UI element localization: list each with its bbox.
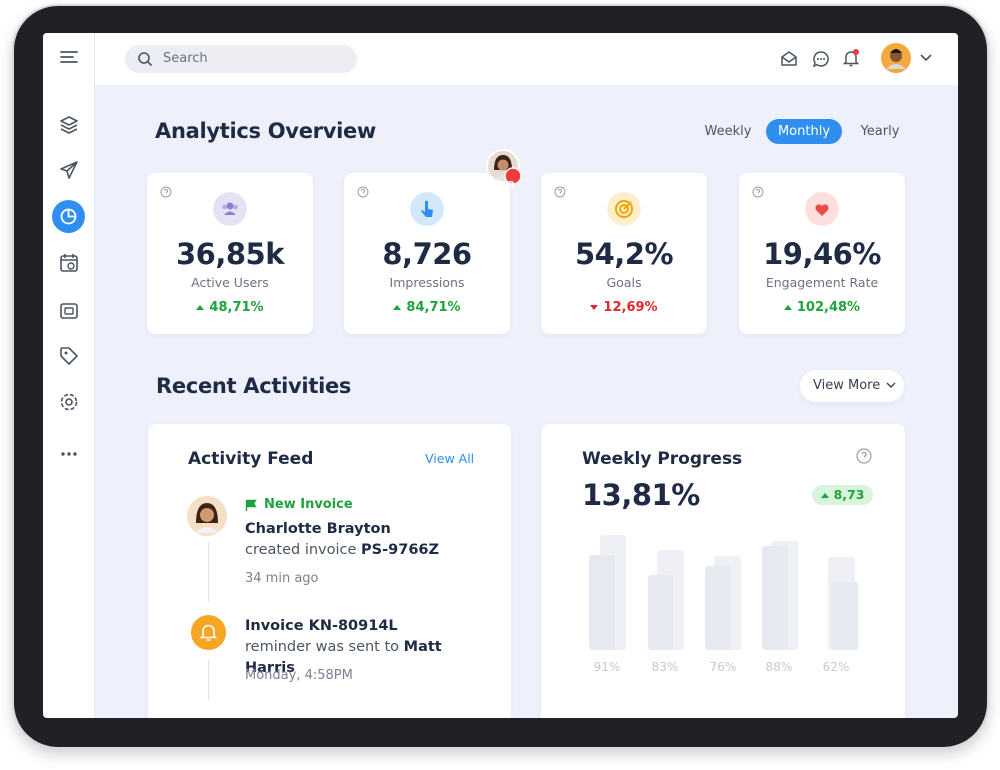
view-more-button[interactable]: View More [800, 370, 904, 402]
feed-tag: New Invoice [264, 497, 353, 512]
help-icon[interactable] [752, 186, 764, 198]
text-run: Matt Harris [245, 639, 442, 676]
search-box[interactable]: Search [125, 45, 357, 73]
change-value: 8,73 [833, 487, 865, 502]
stat-value: 54,2% [574, 237, 674, 271]
change-value: 102,48% [796, 300, 861, 315]
trend-up-icon [196, 305, 205, 310]
bar-label: 83% [651, 660, 679, 674]
stat-label: Impressions [389, 275, 465, 290]
more-icon[interactable] [56, 441, 82, 467]
period-tab[interactable]: Monthly [766, 119, 842, 144]
heart-icon [805, 192, 839, 226]
text-run: created invoice [245, 542, 362, 558]
settings-icon[interactable] [56, 389, 82, 415]
tag-icon[interactable] [56, 343, 82, 369]
stat-label: Engagement Rate [765, 275, 879, 290]
click-icon [410, 192, 444, 226]
stat-card: 54,2% Goals 12,69% [541, 173, 707, 334]
chat-icon[interactable] [811, 49, 831, 69]
avatar-badge: 8 [507, 180, 515, 191]
activity-feed-card: Activity Feed View All New Invoice Charl… [148, 424, 511, 718]
topbar: Search [95, 33, 958, 85]
stat-card: 8,726 Impressions 84,71% [344, 173, 510, 334]
users-icon [213, 192, 247, 226]
bar-label: 62% [822, 660, 850, 674]
bar-label: 88% [765, 660, 793, 674]
bar-label: 91% [593, 660, 621, 674]
timeline-line [208, 660, 209, 700]
calendar-icon[interactable] [56, 250, 82, 276]
view-more-label: View More [813, 378, 881, 393]
send-icon[interactable] [56, 157, 82, 183]
section-title: Recent Activities [156, 374, 352, 398]
feed-text: Charlotte Brayton created invoice PS-976… [245, 519, 450, 561]
user-avatar[interactable] [881, 43, 911, 73]
notification-icon[interactable] [841, 48, 861, 68]
search-placeholder: Search [163, 51, 208, 66]
user-menu-chevron[interactable] [919, 52, 933, 64]
card-title: Weekly Progress [582, 449, 743, 469]
help-icon[interactable] [856, 448, 872, 464]
menu-icon[interactable] [56, 44, 82, 70]
screen: Search Analytics Overview Weekly Monthly Y… [43, 33, 958, 718]
help-icon[interactable] [554, 186, 566, 198]
help-icon[interactable] [160, 186, 172, 198]
analytics-icon-active[interactable] [52, 200, 85, 233]
chevron [886, 382, 896, 388]
stat-change: 48,71% [147, 300, 313, 315]
layers-icon[interactable] [56, 112, 82, 138]
bell-icon [191, 615, 226, 650]
trend-up-icon [820, 493, 829, 498]
trend-up-icon [783, 305, 792, 310]
weekly-progress-card: Weekly Progress 13,81% 8,73 91% 83% 76% 88%… [541, 424, 905, 718]
mail-icon[interactable] [779, 49, 799, 69]
target-icon [607, 192, 641, 226]
trend-down-icon [590, 305, 599, 310]
person-avatar [187, 496, 227, 536]
change-value: 84,71% [406, 300, 461, 315]
stat-change: 12,69% [541, 300, 707, 315]
progress-change: 8,73 [812, 485, 873, 505]
card-title: Activity Feed [188, 449, 314, 469]
flag-icon [245, 499, 257, 511]
bar-labels: 91% 83% 76% 88% 62% [581, 660, 871, 680]
viewer-avatar[interactable] [485, 148, 525, 188]
change-value: 48,71% [209, 300, 264, 315]
text-run: reminder was sent to [245, 639, 404, 655]
tablet-frame: Search Analytics Overview Weekly Monthly Y… [12, 4, 989, 749]
stat-label: Active Users [191, 275, 269, 290]
progress-bars [589, 535, 858, 650]
timeline-line [208, 542, 209, 602]
change-value: 12,69% [603, 300, 658, 315]
stat-value: 19,46% [763, 237, 881, 271]
stat-value: 36,85k [175, 237, 285, 271]
stat-card: 36,85k Active Users 48,71% [147, 173, 313, 334]
view-all-link[interactable]: View All [425, 451, 475, 466]
stat-value: 8,726 [382, 237, 472, 271]
sidebar [43, 33, 95, 718]
feed-time: 34 min ago [245, 571, 319, 586]
trend-up-icon [393, 305, 402, 310]
stat-label: Goals [606, 275, 642, 290]
stat-change: 84,71% [344, 300, 510, 315]
text-run: Charlotte Brayton [245, 521, 391, 537]
search-icon [138, 52, 153, 67]
feed-text: Invoice KN-80914L reminder was sent to M… [245, 616, 450, 679]
progress-value: 13,81% [582, 478, 700, 512]
period-tab[interactable]: Weekly [704, 124, 752, 139]
stat-card: 19,46% Engagement Rate 102,48% [739, 173, 905, 334]
text-run: Invoice KN-80914L [245, 618, 398, 634]
period-tab[interactable]: Yearly [860, 124, 900, 139]
bar-label: 76% [709, 660, 737, 674]
page-title: Analytics Overview [155, 119, 377, 143]
stat-change: 102,48% [739, 300, 905, 315]
feed-time: Monday, 4:58PM [245, 668, 353, 683]
camera-icon[interactable] [56, 297, 82, 323]
help-icon[interactable] [357, 186, 369, 198]
period-tabs: Weekly Monthly Yearly [690, 119, 926, 144]
text-run: PS-9766Z [361, 542, 440, 558]
